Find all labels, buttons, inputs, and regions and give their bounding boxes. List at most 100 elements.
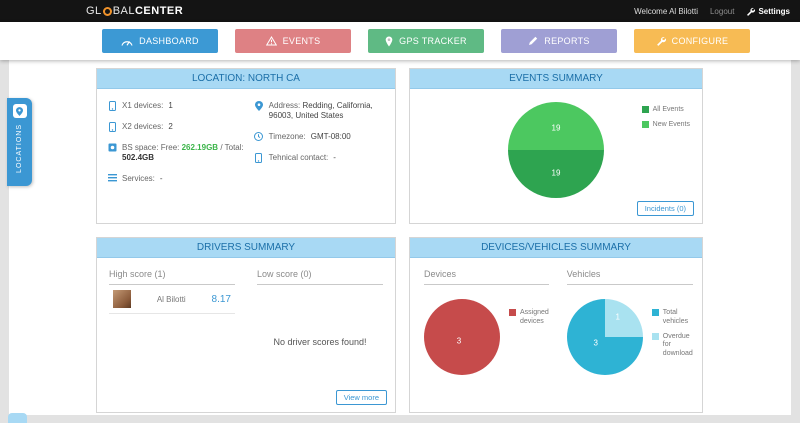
globe-icon — [102, 6, 112, 16]
technical-contact-value: - — [333, 153, 336, 162]
main-content: LOCATION: NORTH CA X1 devices: 1 X2 devi… — [9, 60, 791, 415]
technical-contact-label: Tehnical contact: — [268, 153, 329, 162]
services-row: Services: - — [107, 174, 254, 184]
high-score-column: High score (1) Al Bilotti 8.17 — [109, 266, 235, 404]
events-panel-title: EVENTS SUMMARY — [410, 69, 702, 89]
collapsed-side-tab[interactable] — [8, 413, 27, 423]
welcome-text: Welcome Al Bilotti — [634, 6, 698, 16]
vehicles-legend: Total vehicles Overdue for download — [651, 309, 693, 365]
device-icon — [107, 101, 117, 111]
settings-label: Settings — [758, 6, 790, 16]
location-right-column: Address: Redding, California, 96003, Uni… — [254, 101, 387, 215]
locations-tab-label: LOCATIONS — [16, 124, 23, 173]
bs-space-label: BS space: — [122, 143, 159, 152]
events-pie-chart: 19 19 — [508, 102, 604, 198]
devices-legend: Assigned devices — [509, 309, 549, 333]
tab-reports-label: REPORTS — [544, 36, 590, 46]
legend-item-all-events: All Events — [641, 106, 690, 115]
devices-vehicles-body: Devices 3 Assigned devices — [410, 258, 702, 412]
high-score-header: High score (1) — [109, 266, 235, 285]
services-label: Services: — [122, 174, 155, 183]
warning-triangle-icon — [265, 36, 277, 46]
settings-link[interactable]: Settings — [746, 7, 790, 16]
x1-devices-row: X1 devices: 1 — [107, 101, 254, 111]
devices-vehicles-title: DEVICES/VEHICLES SUMMARY — [410, 238, 702, 258]
driver-score: 8.17 — [211, 293, 231, 305]
pencil-icon — [528, 36, 538, 46]
map-pin-icon — [385, 36, 393, 47]
devices-column: Devices 3 Assigned devices — [424, 266, 549, 404]
tab-events[interactable]: EVENTS — [235, 29, 351, 53]
vehicles-header: Vehicles — [566, 266, 693, 285]
logo-text-gl: GL — [86, 5, 102, 17]
locations-side-tab[interactable]: LOCATIONS — [7, 98, 32, 186]
new-events-count: 19 — [551, 123, 561, 133]
no-driver-scores-text: No driver scores found! — [273, 337, 367, 347]
address-label: Address: — [268, 101, 301, 110]
clock-icon — [254, 132, 264, 141]
configure-wrench-icon — [656, 36, 666, 46]
devices-chart-row: 3 Assigned devices — [424, 299, 549, 375]
devices-pie-chart: 3 — [424, 299, 500, 375]
bs-free-label: Free: — [160, 143, 180, 152]
devices-header: Devices — [424, 266, 549, 285]
x2-devices-label: X2 devices: — [122, 122, 164, 131]
drivers-panel-body: High score (1) Al Bilotti 8.17 Low score… — [97, 258, 395, 412]
tab-dashboard[interactable]: DASHBOARD — [102, 29, 218, 53]
logo: GL BAL CENTER — [86, 5, 183, 17]
vehicles-column: Vehicles 3 1 Total vehicles — [566, 266, 693, 404]
driver-row[interactable]: Al Bilotti 8.17 — [109, 285, 235, 314]
low-score-column: Low score (0) No driver scores found! — [257, 266, 383, 404]
technical-contact-row: Tehnical contact: - — [254, 153, 387, 163]
events-panel-body: All Events New Events 19 19 Incidents (0… — [410, 89, 702, 223]
drivers-summary-panel: DRIVERS SUMMARY High score (1) Al Bilott… — [96, 237, 396, 413]
dashboard-gauge-icon — [121, 37, 133, 46]
bs-space-row: BS space: Free: 262.19GB / Total: 502.4G… — [107, 143, 254, 163]
logo-text-bal: BAL — [112, 5, 135, 17]
timezone-row: Timezone: GMT-08:00 — [254, 132, 387, 142]
incidents-button[interactable]: Incidents (0) — [636, 201, 694, 216]
tab-reports[interactable]: REPORTS — [501, 29, 617, 53]
list-icon — [107, 174, 117, 182]
device-icon — [107, 122, 117, 132]
total-vehicles-count: 3 — [593, 338, 598, 348]
assigned-devices-swatch — [509, 309, 516, 316]
driver-name: Al Bilotti — [156, 294, 186, 304]
tab-events-label: EVENTS — [282, 36, 321, 46]
view-more-button[interactable]: View more — [335, 390, 387, 405]
topbar: GL BAL CENTER Welcome Al Bilotti Logout Se… — [0, 0, 800, 22]
tab-configure-label: CONFIGURE — [671, 36, 729, 46]
x1-devices-value: 1 — [168, 101, 173, 110]
timezone-value: GMT-08:00 — [310, 132, 351, 141]
bs-total-label: / Total: — [220, 143, 244, 152]
drivers-panel-title: DRIVERS SUMMARY — [97, 238, 395, 258]
phone-icon — [254, 153, 264, 163]
x2-devices-value: 2 — [168, 122, 173, 131]
location-left-column: X1 devices: 1 X2 devices: 2 BS space: — [107, 101, 254, 215]
vehicles-chart-row: 3 1 Total vehicles Overdue fo — [566, 299, 693, 375]
location-panel-title: LOCATION: NORTH CA — [97, 69, 395, 89]
main-nav: DASHBOARD EVENTS GPS TRACKER REPORTS CON… — [0, 22, 800, 60]
tab-configure[interactable]: CONFIGURE — [634, 29, 750, 53]
events-legend: All Events New Events — [641, 106, 690, 136]
logout-link[interactable]: Logout — [709, 6, 735, 16]
location-panel-body: X1 devices: 1 X2 devices: 2 BS space: — [97, 89, 395, 223]
topbar-right: Welcome Al Bilotti Logout Settings — [634, 7, 790, 16]
total-vehicles-label: Total vehicles — [662, 309, 689, 325]
logo-text-center: CENTER — [134, 5, 184, 17]
services-value: - — [159, 174, 163, 183]
overdue-vehicles-count: 1 — [615, 312, 620, 322]
new-events-label: New Events — [652, 120, 690, 128]
all-events-swatch — [641, 106, 649, 113]
vehicles-pie-chart: 3 1 — [566, 299, 643, 375]
overdue-download-swatch — [651, 332, 659, 340]
x2-devices-row: X2 devices: 2 — [107, 122, 254, 132]
location-panel: LOCATION: NORTH CA X1 devices: 1 X2 devi… — [96, 68, 396, 224]
panels-grid: LOCATION: NORTH CA X1 devices: 1 X2 devi… — [9, 60, 791, 413]
disk-icon — [107, 143, 117, 152]
pin-icon — [254, 101, 264, 111]
low-score-header: Low score (0) — [257, 266, 383, 285]
bs-total-value: 502.4GB — [122, 153, 155, 162]
tab-gps-tracker[interactable]: GPS TRACKER — [368, 29, 484, 53]
